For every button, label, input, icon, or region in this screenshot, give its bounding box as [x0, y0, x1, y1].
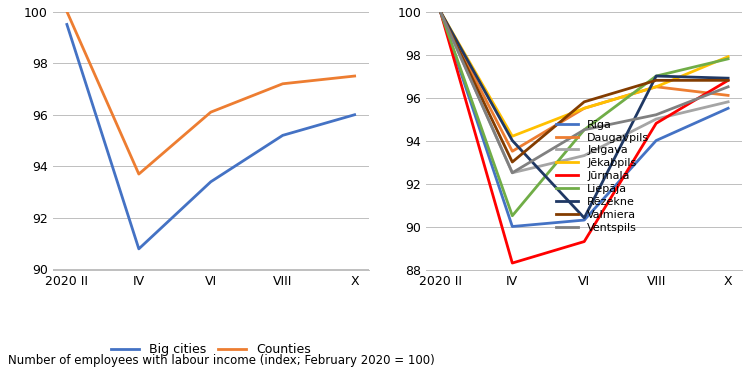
Jūrmala [580, 239, 589, 244]
Liepāja [724, 57, 733, 61]
Big cities [278, 133, 287, 138]
Rīga [724, 106, 733, 110]
Valmiera [580, 100, 589, 104]
Jēkabpils [508, 134, 517, 139]
Liepāja [652, 74, 661, 79]
Liepāja [436, 9, 445, 14]
Rēzekne [724, 76, 733, 80]
Jūrmala [724, 78, 733, 83]
Daugavpils [436, 9, 445, 14]
Jēkabpils [436, 9, 445, 14]
Line: Ventspils: Ventspils [440, 12, 728, 173]
Jēkabpils [724, 54, 733, 59]
Rēzekne [652, 74, 661, 79]
Ventspils [436, 9, 445, 14]
Counties [62, 9, 71, 14]
Line: Jelgava: Jelgava [440, 12, 728, 173]
Line: Jūrmala: Jūrmala [440, 12, 728, 263]
Rēzekne [436, 9, 445, 14]
Valmiera [652, 78, 661, 83]
Big cities [134, 246, 143, 251]
Daugavpils [724, 93, 733, 98]
Rīga [436, 9, 445, 14]
Legend: Big cities, Counties: Big cities, Counties [106, 338, 316, 361]
Line: Big cities: Big cities [67, 24, 355, 249]
Ventspils [508, 171, 517, 175]
Jēkabpils [580, 106, 589, 110]
Text: Number of employees with labour income (index; February 2020 = 100): Number of employees with labour income (… [8, 354, 434, 367]
Jelgava [508, 171, 517, 175]
Line: Rīga: Rīga [440, 12, 728, 226]
Ventspils [580, 127, 589, 132]
Line: Rēzekne: Rēzekne [440, 12, 728, 218]
Valmiera [724, 78, 733, 83]
Jelgava [724, 100, 733, 104]
Daugavpils [508, 149, 517, 154]
Daugavpils [580, 106, 589, 110]
Big cities [350, 112, 359, 117]
Line: Jēkabpils: Jēkabpils [440, 12, 728, 136]
Big cities [62, 22, 71, 27]
Ventspils [652, 112, 661, 117]
Daugavpils [652, 84, 661, 89]
Counties [134, 172, 143, 176]
Rēzekne [580, 216, 589, 220]
Valmiera [436, 9, 445, 14]
Rīga [580, 218, 589, 223]
Line: Valmiera: Valmiera [440, 12, 728, 162]
Ventspils [724, 84, 733, 89]
Big cities [206, 179, 215, 184]
Counties [350, 74, 359, 78]
Jūrmala [508, 261, 517, 265]
Rēzekne [508, 138, 517, 143]
Liepāja [580, 127, 589, 132]
Rīga [652, 138, 661, 143]
Counties [278, 82, 287, 86]
Jelgava [652, 117, 661, 121]
Jelgava [436, 9, 445, 14]
Jēkabpils [652, 84, 661, 89]
Liepāja [508, 213, 517, 218]
Counties [206, 110, 215, 114]
Line: Daugavpils: Daugavpils [440, 12, 728, 151]
Valmiera [508, 160, 517, 164]
Jūrmala [436, 9, 445, 14]
Jelgava [580, 153, 589, 158]
Rīga [508, 224, 517, 229]
Legend: Rīga, Daugavpils, Jelgava, Jēkabpils, Jūrmala, Liepāja, Rēzekne, Valmiera, Vents: Rīga, Daugavpils, Jelgava, Jēkabpils, Jū… [552, 115, 654, 237]
Jūrmala [652, 121, 661, 126]
Line: Counties: Counties [67, 12, 355, 174]
Line: Liepāja: Liepāja [440, 12, 728, 216]
